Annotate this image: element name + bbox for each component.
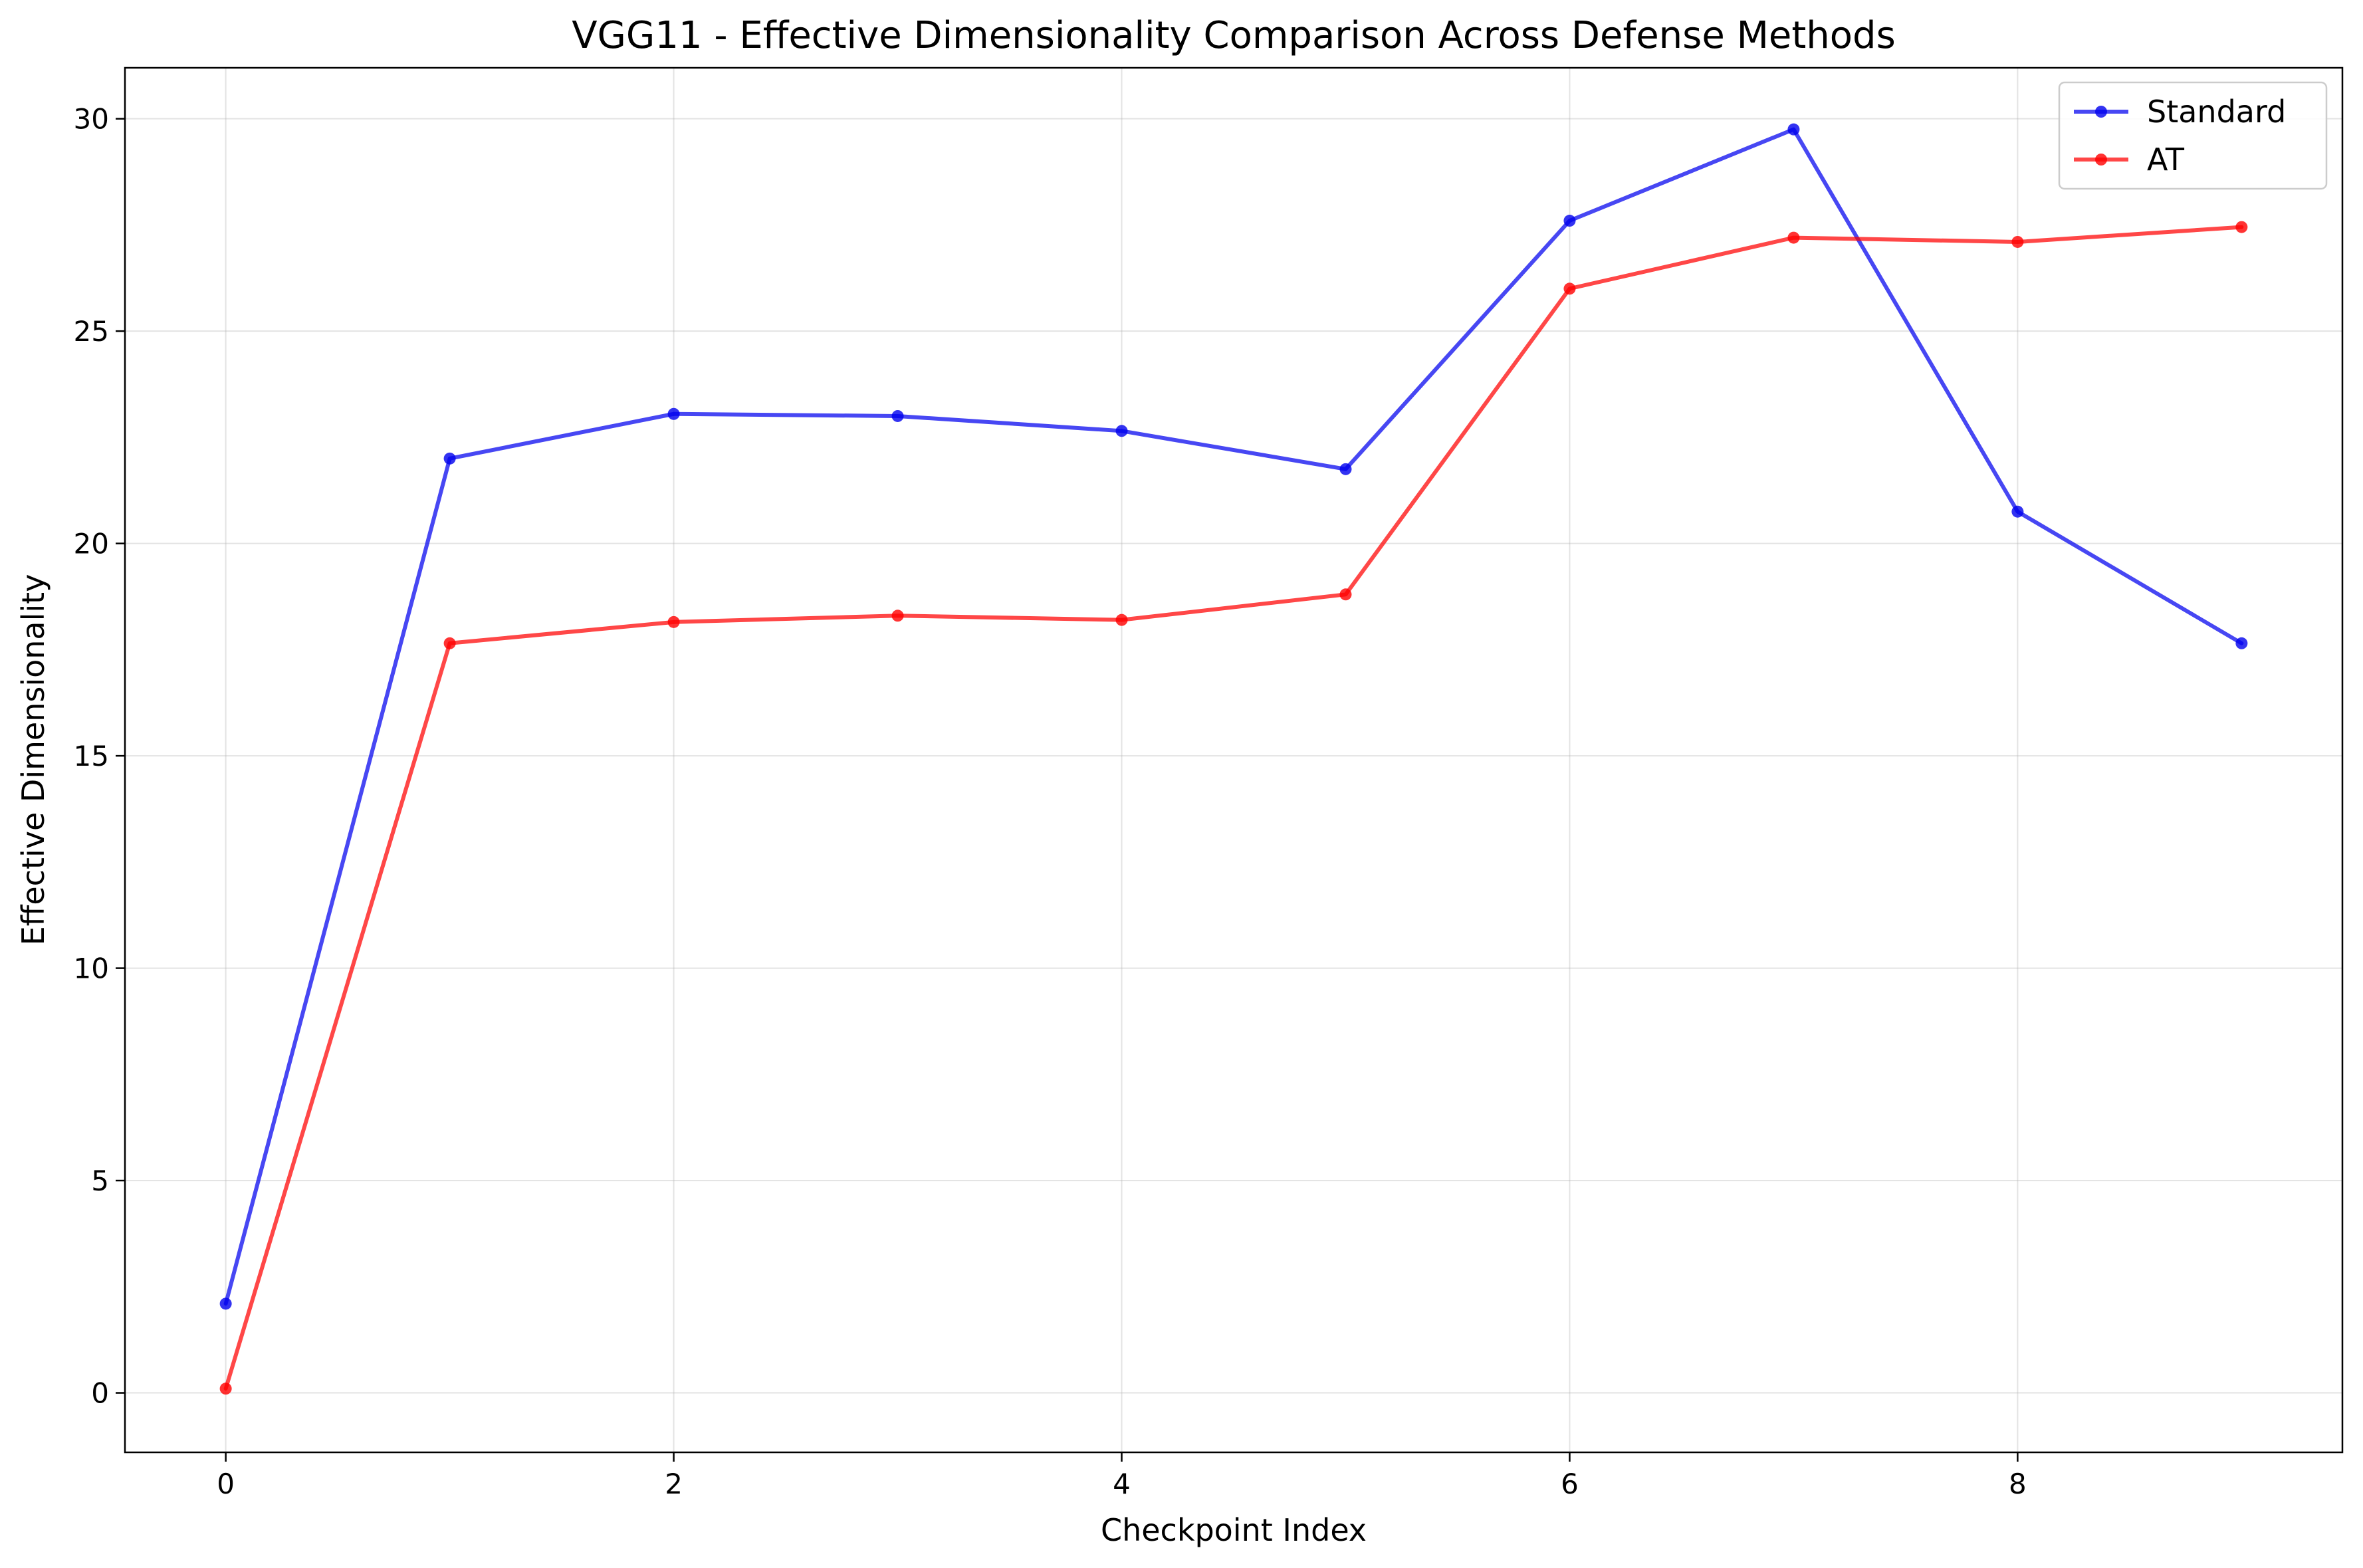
data-point-standard: [2235, 637, 2248, 649]
x-tick-label: 0: [217, 1468, 235, 1500]
x-tick-label: 2: [665, 1468, 683, 1500]
data-point-at: [1115, 614, 1128, 626]
data-point-at: [1563, 282, 1576, 295]
data-point-at: [667, 616, 680, 628]
grid: [125, 68, 2342, 1452]
y-tick-label: 20: [74, 528, 109, 560]
y-axis-label: Effective Dimensionality: [15, 574, 51, 946]
data-point-at: [1339, 588, 1352, 601]
chart-title: VGG11 - Effective Dimensionality Compari…: [572, 14, 1896, 57]
data-point-standard: [891, 409, 904, 422]
data-point-standard: [219, 1297, 232, 1310]
series-line-at: [223, 225, 2244, 1391]
data-point-standard: [1339, 463, 1352, 475]
legend-label-standard: Standard: [2147, 94, 2286, 130]
data-point-standard: [2011, 505, 2024, 518]
legend-label-at: AT: [2147, 142, 2185, 177]
legend: Standard AT: [2058, 81, 2328, 190]
data-point-standard: [443, 452, 456, 465]
y-tick-label: 15: [74, 740, 109, 772]
legend-marker-at: [2095, 154, 2107, 166]
x-axis: 0 2 4 6 8: [217, 1452, 2027, 1500]
data-point-at: [443, 637, 456, 649]
y-tick-label: 10: [74, 952, 109, 985]
data-point-at: [219, 1383, 232, 1395]
data-point-standard: [1563, 215, 1576, 227]
plot-frame: [124, 66, 2344, 1454]
x-tick-label: 8: [2009, 1468, 2027, 1500]
x-tick-label: 4: [1113, 1468, 1131, 1500]
data-point-at: [1787, 231, 1800, 244]
legend-marker-standard: [2095, 106, 2107, 118]
data-point-standard: [667, 407, 680, 420]
y-tick-label: 0: [91, 1377, 109, 1410]
y-tick-label: 5: [91, 1165, 109, 1197]
x-tick-label: 6: [1561, 1468, 1579, 1500]
data-point-at: [891, 610, 904, 622]
legend-box: [2058, 81, 2328, 190]
data-point-at: [2011, 235, 2024, 248]
y-tick-label: 25: [74, 315, 109, 348]
series-layer: [219, 123, 2248, 1395]
series-line-standard: [223, 127, 2244, 1306]
y-tick-label: 30: [74, 103, 109, 136]
y-axis: 0 5 10 15 20 25 30: [74, 103, 125, 1410]
data-point-standard: [1115, 425, 1128, 437]
data-point-standard: [1787, 123, 1800, 136]
x-axis-label: Checkpoint Index: [1101, 1512, 1367, 1548]
data-point-at: [2235, 221, 2248, 233]
